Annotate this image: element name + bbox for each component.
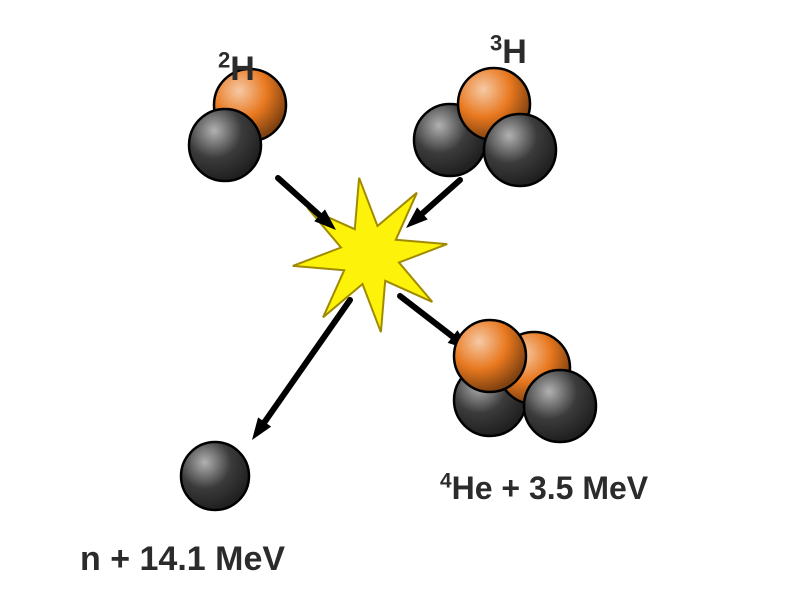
label-neutron: n + 14.1 MeV xyxy=(80,540,285,579)
label-tritium-sym: H xyxy=(502,33,527,71)
arrow-out-helium xyxy=(400,296,453,337)
label-helium-sup: 4 xyxy=(440,469,452,492)
label-helium: 4He + 3.5 MeV xyxy=(440,470,648,507)
label-tritium-sup: 3 xyxy=(490,31,502,56)
label-deuterium-sym: H xyxy=(230,50,255,88)
helium-nucleon-3 xyxy=(524,370,596,442)
helium-nucleon-2 xyxy=(454,320,526,392)
arrow-in-tritium xyxy=(422,180,460,213)
label-helium-sym: He + 3.5 MeV xyxy=(452,470,649,506)
tritium-nucleon-2 xyxy=(484,114,556,186)
label-deuterium-sup: 2 xyxy=(218,48,230,73)
free-neutron xyxy=(181,442,249,510)
deuterium-nucleon-1 xyxy=(189,109,261,181)
arrow-out-neutron xyxy=(265,300,350,422)
collision-star-icon xyxy=(293,178,447,332)
label-neutron-sym: n + 14.1 MeV xyxy=(80,540,285,578)
fusion-diagram xyxy=(0,0,800,600)
label-tritium: 3H xyxy=(490,33,527,72)
label-deuterium: 2H xyxy=(218,50,255,89)
arrow-in-deuterium xyxy=(278,178,320,215)
